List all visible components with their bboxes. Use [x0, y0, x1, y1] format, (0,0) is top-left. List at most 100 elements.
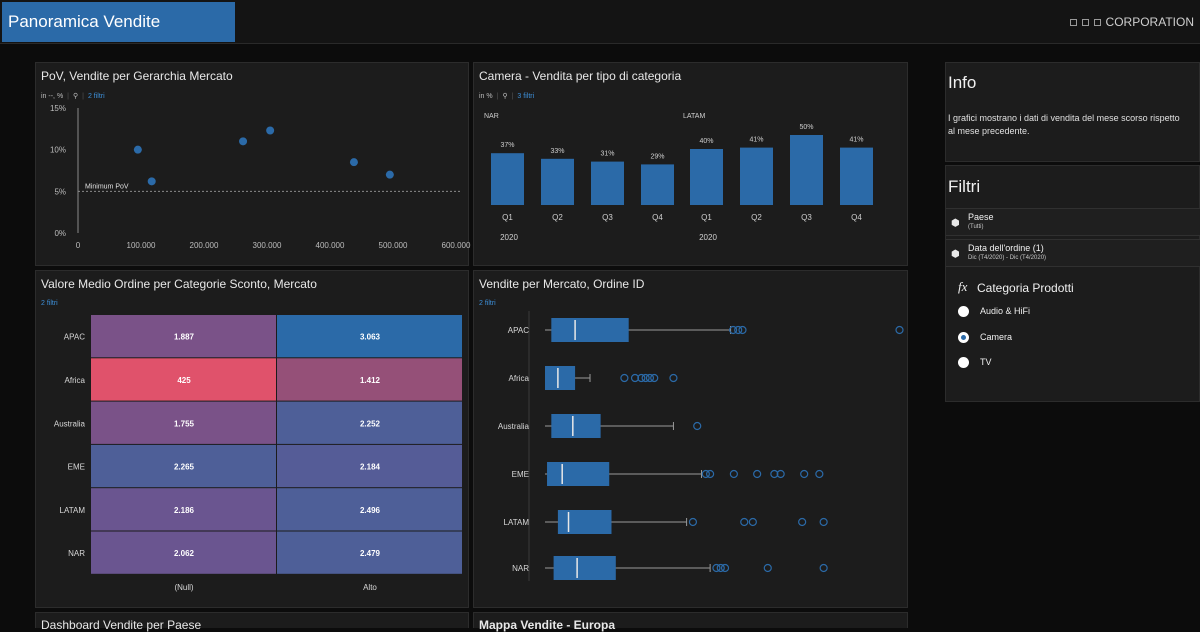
bar-chart: NAR 37% Q1 33% Q2 31% Q3 29% Q4 2020 LATAM 40% Q1 41%… — [484, 113, 873, 242]
x-tick-label: 100.000 — [127, 241, 156, 250]
x-tick-label: 500.000 — [379, 241, 408, 250]
x-tick-label: Q1 — [701, 213, 712, 222]
heatmap-cell — [277, 358, 462, 401]
bar-value-label: 41% — [849, 137, 863, 144]
panel-subtitle: in % | ⚲ | 3 filtri — [479, 92, 535, 101]
cell-value: 2.186 — [174, 506, 195, 515]
logo-square-icon — [1093, 18, 1101, 26]
filter-row-order-date[interactable]: ⬢ Data dell'ordine (1) Dic (T4/2020) - D… — [946, 239, 1200, 267]
bar-value-label: 50% — [799, 124, 813, 131]
panel-subtitle: in --, % | ⚲ | 2 filtri — [41, 92, 105, 101]
page-title[interactable]: Panoramica Vendite — [2, 2, 235, 42]
year-label: 2020 — [699, 233, 717, 242]
cell-value: 425 — [177, 376, 191, 385]
outlier-point — [738, 325, 747, 335]
radio-label[interactable]: Camera — [980, 332, 1013, 342]
scatter-point — [147, 177, 156, 186]
x-tick-label: 600.000 — [442, 241, 471, 250]
cell-value: 2.062 — [174, 549, 195, 558]
x-tick-label: Q4 — [851, 213, 862, 222]
bar-value-label: 31% — [600, 151, 614, 158]
row-label: APAC — [508, 326, 529, 335]
filter-value: Dic (T4/2020) - Dic (T4/2020) — [968, 255, 1047, 261]
panel-title: Dashboard Vendite per Paese — [41, 618, 202, 632]
filter-value: (Tutti) — [968, 224, 984, 230]
filter-count-link[interactable]: 3 filtri — [517, 92, 535, 100]
info-title: Info — [948, 73, 977, 92]
outlier-point — [740, 517, 749, 527]
boxplot-chart: APAC Africa Australia EME LATAM NAR — [498, 311, 904, 581]
outlier-point — [800, 469, 809, 479]
sidebar-info-panel: Info I grafici mostrano i dati di vendit… — [945, 62, 1200, 162]
panel-europe-map[interactable]: Mappa Vendite - Europa — [473, 612, 908, 632]
outlier-point — [770, 469, 779, 479]
unit-label: in % — [479, 92, 493, 100]
heatmap-cell — [91, 444, 276, 488]
bar-value-label: 37% — [500, 142, 514, 149]
row-label: NAR — [68, 549, 85, 558]
filter-count-link[interactable]: 2 filtri — [41, 300, 58, 307]
outlier-point — [637, 373, 646, 383]
filter-row-country[interactable]: ⬢ Paese (Tutti) — [946, 208, 1200, 236]
cell-value: 2.496 — [360, 506, 381, 515]
reference-line-label: Minimum PoV — [85, 183, 129, 190]
group-label: NAR — [484, 113, 499, 120]
filter-icon[interactable]: ⚲ — [73, 93, 79, 100]
cell-value: 2.184 — [360, 463, 381, 472]
filter-cube-icon: ⬢ — [951, 249, 960, 260]
panel-country-dashboard[interactable]: Dashboard Vendite per Paese — [35, 612, 469, 632]
panel-avg-order-heatmap[interactable]: Valore Medio Ordine per Categorie Sconto… — [35, 270, 469, 608]
filter-count-link[interactable]: 2 filtri — [87, 92, 105, 100]
heatmap-cell — [91, 315, 276, 358]
unit-label: in --, % — [41, 92, 64, 100]
year-label: 2020 — [500, 233, 518, 242]
filter-icon[interactable]: ⚲ — [502, 93, 508, 100]
panel-subtitle: 2 filtri — [41, 300, 58, 307]
info-text: I grafici mostrano i dati di vendita del… — [948, 113, 1180, 136]
box — [547, 462, 610, 486]
outlier-point — [734, 325, 743, 335]
outlier-point — [693, 421, 702, 431]
panel-market-boxplot[interactable]: Vendite per Mercato, Ordine ID 2 filtri … — [473, 270, 908, 608]
radio-camera[interactable] — [958, 332, 969, 343]
x-tick-label: 200.000 — [190, 241, 219, 250]
outlier-point — [895, 325, 904, 335]
filter-name: Data dell'ordine (1) — [968, 243, 1044, 253]
filter-count-link[interactable]: 2 filtri — [479, 300, 496, 307]
row-label: NAR — [512, 564, 529, 573]
x-tick-label: Q2 — [552, 213, 563, 222]
outlier-point — [798, 517, 807, 527]
separator: | — [496, 92, 499, 100]
panel-pov-scatter[interactable]: PoV, Vendite per Gerarchia Mercato in --… — [35, 62, 471, 266]
x-tick-label: Q4 — [652, 213, 663, 222]
row-label: Africa — [509, 374, 530, 383]
category-title: Categoria Prodotti — [977, 281, 1074, 295]
cell-value: 2.265 — [174, 463, 195, 472]
cell-value: 2.479 — [360, 549, 381, 558]
panel-camera-bars[interactable]: Camera - Vendita per tipo di categoria i… — [473, 62, 908, 266]
cell-value: 3.063 — [360, 333, 381, 342]
heatmap-cell — [91, 488, 276, 531]
cell-value: 1.412 — [360, 376, 381, 385]
box — [545, 366, 576, 390]
outlier-point — [688, 517, 698, 527]
x-tick-label: Q1 — [502, 213, 513, 222]
radio-label[interactable]: Audio & HiFi — [980, 306, 1031, 316]
row-label: Australia — [498, 422, 530, 431]
outlier-point — [729, 469, 738, 479]
radio-audio-hifi[interactable] — [958, 306, 969, 317]
bar — [690, 149, 723, 205]
box — [557, 510, 612, 534]
corporation-logo: CORPORATION — [1069, 15, 1194, 29]
outlier-point — [763, 563, 772, 573]
formula-fx-icon: fx — [958, 279, 968, 294]
outlier-point — [706, 469, 715, 479]
heatmap-cell — [277, 401, 462, 444]
bar-value-label: 41% — [749, 137, 763, 144]
bar — [790, 135, 823, 205]
radio-label[interactable]: TV — [980, 357, 992, 367]
x-tick-label: Q2 — [751, 213, 762, 222]
radio-tv[interactable] — [958, 357, 969, 368]
outlier-point — [645, 373, 655, 383]
y-tick-label: 5% — [54, 187, 66, 196]
